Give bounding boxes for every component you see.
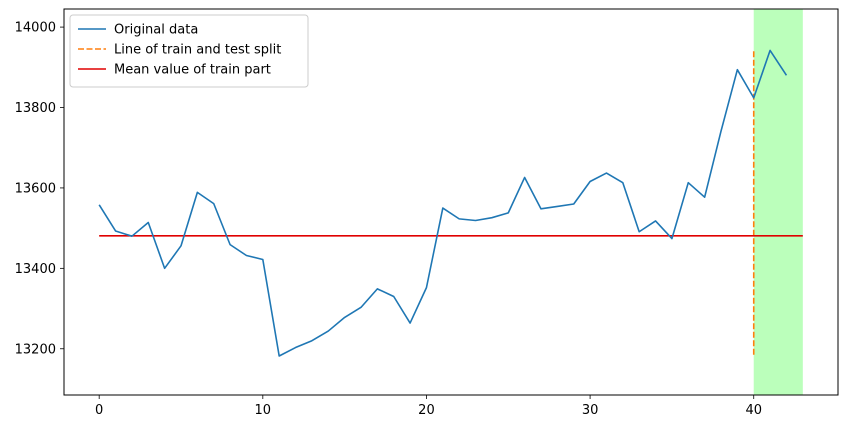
legend-item-original-data: Original data [78, 23, 198, 38]
y-axis: 13200 13400 13600 13800 14000 [15, 21, 64, 357]
test-region-layer [753, 9, 803, 395]
y-tick-label: 13200 [15, 342, 56, 357]
x-tick-label: 10 [255, 403, 272, 418]
plot-frame [63, 8, 839, 396]
x-tick-label: 40 [745, 403, 762, 418]
x-axis: 0 10 20 30 40 [95, 395, 762, 418]
y-tick-label: 13800 [15, 101, 56, 116]
legend-label: Original data [114, 23, 198, 38]
x-tick-label: 20 [418, 403, 435, 418]
y-tick-label: 13600 [15, 181, 56, 196]
legend: Original data Line of train and test spli… [69, 14, 309, 88]
series-layer [98, 49, 803, 357]
legend-box [69, 14, 309, 88]
x-tick-label: 0 [95, 403, 103, 418]
legend-item-train-test-split: Line of train and test split [78, 43, 281, 58]
legend-label: Line of train and test split [114, 43, 281, 58]
y-tick-label: 13400 [15, 262, 56, 277]
legend-label: Mean value of train part [114, 63, 271, 78]
y-tick-label: 14000 [15, 21, 56, 36]
test-region-span [753, 9, 803, 395]
original-data-line [98, 49, 788, 357]
legend-item-train-mean: Mean value of train part [78, 63, 271, 78]
x-tick-label: 30 [582, 403, 599, 418]
